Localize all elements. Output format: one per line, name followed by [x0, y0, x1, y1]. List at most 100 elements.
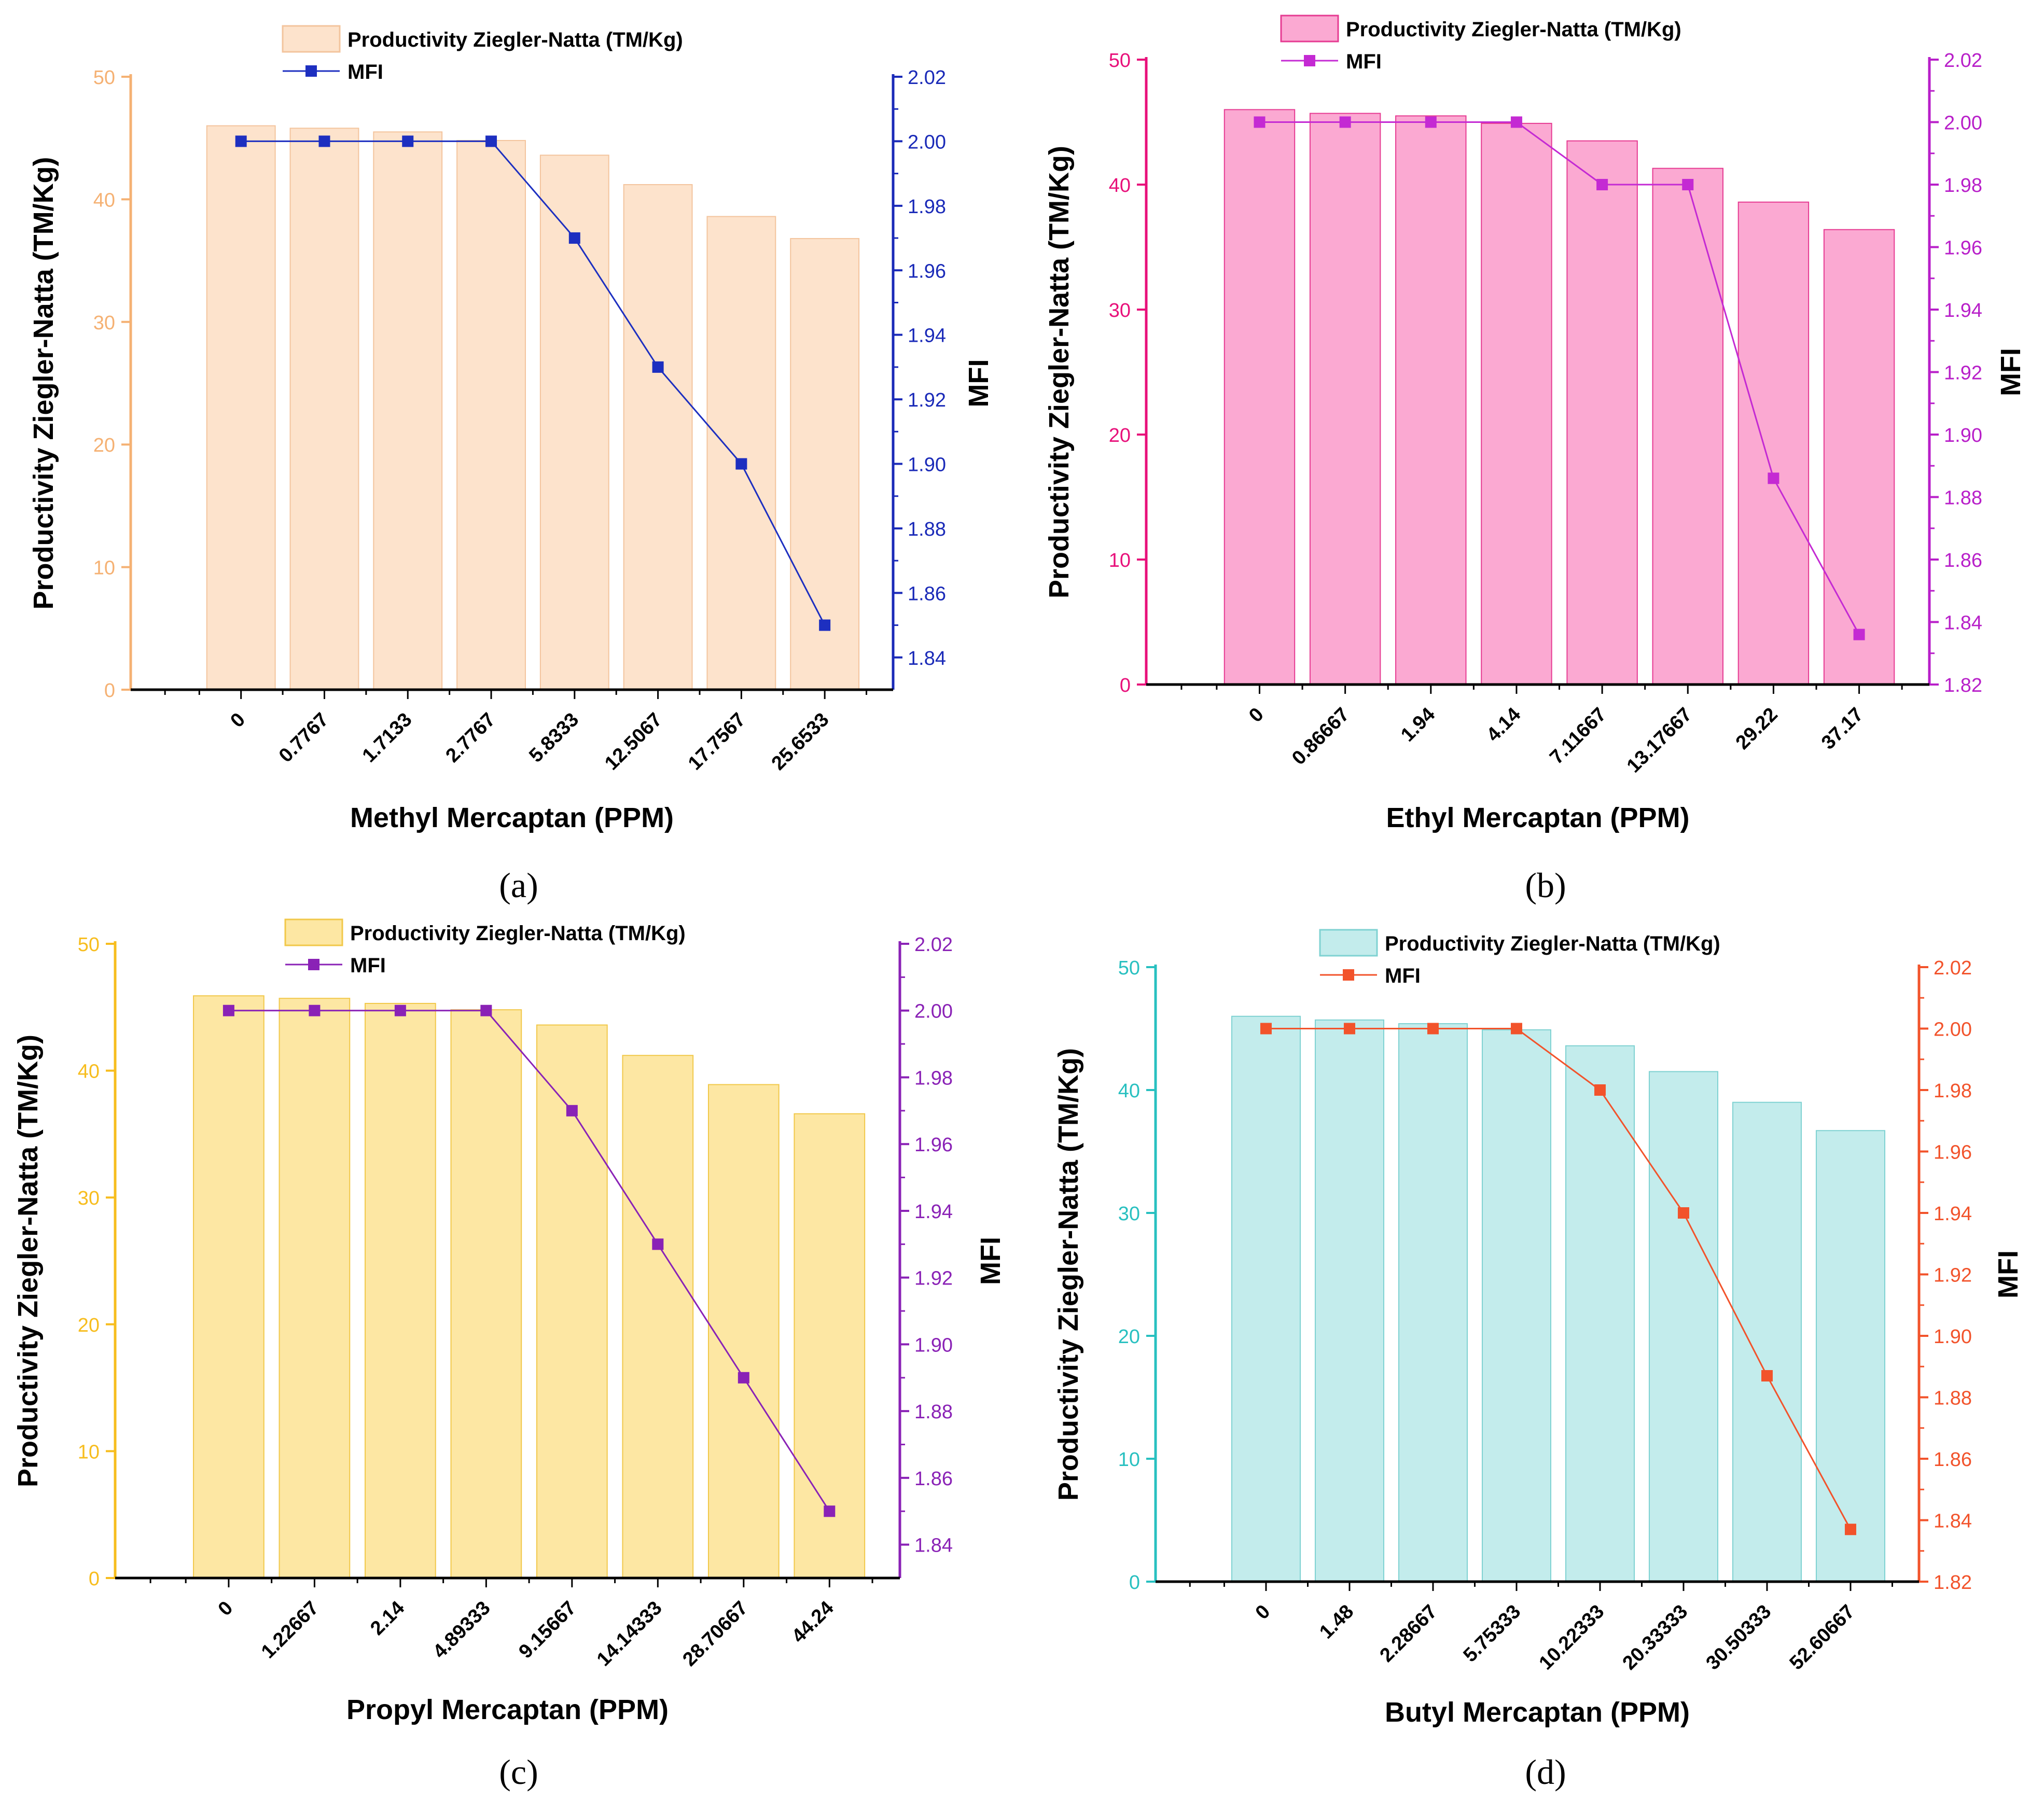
bar[interactable]: [1309, 113, 1381, 685]
x-category-label: 5.8333: [525, 709, 583, 767]
bar[interactable]: [1737, 201, 1810, 685]
bar[interactable]: [1314, 1019, 1384, 1582]
right-tick-label: 1.92: [1934, 1265, 1972, 1287]
x-category-label: 25.6533: [768, 709, 833, 775]
mfi-point[interactable]: [394, 1004, 406, 1016]
legend-bar-swatch: [1319, 929, 1378, 957]
bar[interactable]: [1815, 1130, 1885, 1582]
bar[interactable]: [279, 998, 351, 1579]
bar[interactable]: [1732, 1101, 1802, 1582]
mfi-point[interactable]: [1677, 1207, 1689, 1219]
bar[interactable]: [1648, 1071, 1718, 1582]
right-tick-label: 1.96: [1944, 238, 1982, 259]
bar[interactable]: [206, 125, 276, 690]
right-tick-label: 2.00: [1944, 113, 1982, 134]
bar[interactable]: [1395, 115, 1467, 686]
mfi-point[interactable]: [652, 1238, 664, 1250]
mfi-point[interactable]: [1260, 1023, 1272, 1035]
bar[interactable]: [1565, 1045, 1635, 1582]
right-tick-label: 1.88: [1944, 487, 1982, 509]
bar[interactable]: [1652, 167, 1723, 686]
mfi-point[interactable]: [1853, 629, 1865, 640]
bar[interactable]: [706, 216, 776, 691]
right-tick-label: 1.94: [908, 325, 946, 347]
right-axis-title: MFI: [1995, 348, 2026, 396]
left-tick-label: 40: [78, 1061, 100, 1083]
mfi-point[interactable]: [402, 135, 414, 147]
bar[interactable]: [1823, 229, 1895, 685]
legend-line-label: MFI: [1346, 50, 1382, 73]
bar[interactable]: [1481, 1029, 1551, 1582]
bar[interactable]: [1398, 1023, 1468, 1582]
x-category-label: 0: [1252, 1601, 1275, 1624]
mfi-point[interactable]: [819, 619, 831, 631]
mfi-line: [1259, 121, 1860, 635]
left-axis-title: Productivity Ziegler-Natta (TM/Kg): [28, 157, 59, 609]
legend-bar-swatch: [284, 918, 343, 946]
right-tick-label: 1.92: [908, 389, 946, 411]
left-tick-label: 20: [1109, 425, 1131, 446]
mfi-point[interactable]: [1425, 116, 1437, 128]
right-tick-label: 1.96: [914, 1134, 953, 1156]
mfi-point[interactable]: [568, 232, 580, 244]
mfi-point[interactable]: [480, 1004, 492, 1016]
x-axis-title: Methyl Mercaptan (PPM): [350, 802, 674, 833]
bar-series: [1231, 1015, 1885, 1582]
mfi-point[interactable]: [566, 1105, 578, 1116]
mfi-point[interactable]: [1510, 116, 1522, 128]
bar[interactable]: [623, 184, 693, 691]
mfi-point[interactable]: [1343, 1023, 1355, 1035]
mfi-point[interactable]: [1768, 472, 1779, 484]
bar[interactable]: [1223, 109, 1296, 685]
bar[interactable]: [1231, 1015, 1301, 1582]
left-tick-label: 30: [78, 1188, 100, 1209]
bar[interactable]: [790, 238, 860, 691]
bar[interactable]: [794, 1113, 866, 1579]
mfi-point[interactable]: [485, 135, 497, 147]
left-tick-label: 40: [1118, 1080, 1140, 1102]
x-axis-title: Propyl Mercaptan (PPM): [346, 1694, 669, 1725]
mfi-point[interactable]: [1254, 116, 1266, 128]
chart-panel-a: 0 10 20 30 40 50 1.84 1.86 1.88 1.90 1.92 1.94 1.96 1…: [28, 25, 994, 905]
bar[interactable]: [373, 131, 443, 690]
mfi-point[interactable]: [1339, 116, 1351, 128]
mfi-point[interactable]: [1682, 179, 1694, 190]
bar[interactable]: [622, 1055, 694, 1579]
mfi-point[interactable]: [738, 1372, 749, 1384]
bar[interactable]: [450, 1009, 522, 1579]
x-category-label: 0: [226, 709, 249, 732]
mfi-point[interactable]: [223, 1004, 234, 1016]
bar[interactable]: [193, 995, 265, 1579]
bar[interactable]: [365, 1002, 436, 1579]
mfi-point[interactable]: [309, 1004, 321, 1016]
mfi-point[interactable]: [1596, 179, 1608, 190]
right-tick-label: 1.84: [1944, 612, 1982, 634]
bar[interactable]: [289, 128, 359, 691]
x-category-label: 29.22: [1732, 704, 1782, 754]
left-axis-title: Productivity Ziegler-Natta (TM/Kg): [1044, 146, 1075, 598]
mfi-point[interactable]: [735, 458, 747, 470]
bar[interactable]: [1566, 140, 1638, 685]
right-tick-label: 1.86: [914, 1468, 953, 1490]
mfi-point[interactable]: [1844, 1524, 1856, 1535]
right-tick-label: 1.92: [914, 1268, 953, 1290]
chart-panel-c: 0 10 20 30 40 50 1.84 1.86 1.88 1.90 1.92 1.94 1.96 1…: [12, 918, 1006, 1792]
bar[interactable]: [539, 155, 609, 690]
left-axis-title: Productivity Ziegler-Natta (TM/Kg): [1053, 1048, 1084, 1501]
mfi-point[interactable]: [318, 135, 330, 147]
x-category-label: 10.22333: [1535, 1601, 1609, 1674]
right-tick-label: 1.98: [908, 196, 946, 218]
mfi-point[interactable]: [1594, 1084, 1606, 1096]
bar[interactable]: [536, 1024, 608, 1579]
bar[interactable]: [1481, 122, 1552, 685]
mfi-point[interactable]: [824, 1505, 836, 1517]
mfi-point[interactable]: [1427, 1023, 1439, 1035]
mfi-point[interactable]: [652, 361, 664, 373]
mfi-point[interactable]: [235, 135, 247, 147]
right-tick-label: 1.98: [914, 1067, 953, 1089]
x-category-label: 0: [1245, 704, 1268, 727]
bar[interactable]: [456, 139, 526, 691]
bar[interactable]: [707, 1084, 780, 1579]
mfi-point[interactable]: [1510, 1023, 1522, 1035]
mfi-point[interactable]: [1761, 1370, 1773, 1382]
